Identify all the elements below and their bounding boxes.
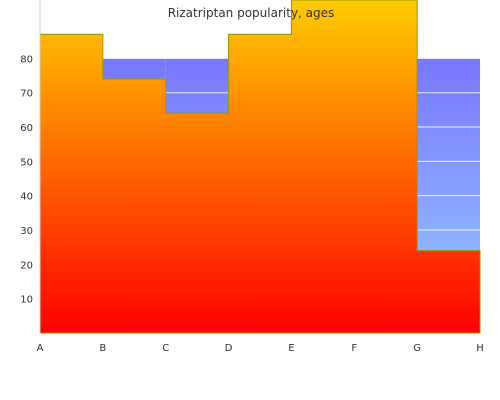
chart-title: Rizatriptan popularity, ages: [168, 6, 335, 20]
y-tick-label-30: 30: [20, 226, 33, 237]
x-tick-label-C: C: [162, 343, 169, 354]
y-tick-label-40: 40: [20, 192, 33, 203]
y-tick-label-10: 10: [20, 295, 33, 306]
y-tick-label-60: 60: [20, 123, 33, 134]
x-tick-label-B: B: [99, 343, 106, 354]
y-tick-label-50: 50: [20, 157, 33, 168]
area-path: [39, 0, 481, 334]
x-tick-label-A: A: [37, 343, 44, 354]
y-tick-label-80: 80: [20, 54, 33, 65]
x-tick-label-G: G: [413, 343, 421, 354]
series-area: [39, 0, 481, 334]
y-axis: 10 20 30 40 50 60 70 80: [20, 0, 41, 333]
x-tick-label-H: H: [476, 343, 484, 354]
x-tick-label-E: E: [288, 343, 294, 354]
x-axis: A B C D E F G H: [37, 343, 484, 354]
y-tick-label-20: 20: [20, 260, 33, 271]
y-tick-label-70: 70: [20, 89, 33, 100]
x-tick-label-F: F: [351, 343, 357, 354]
x-tick-label-D: D: [225, 343, 233, 354]
